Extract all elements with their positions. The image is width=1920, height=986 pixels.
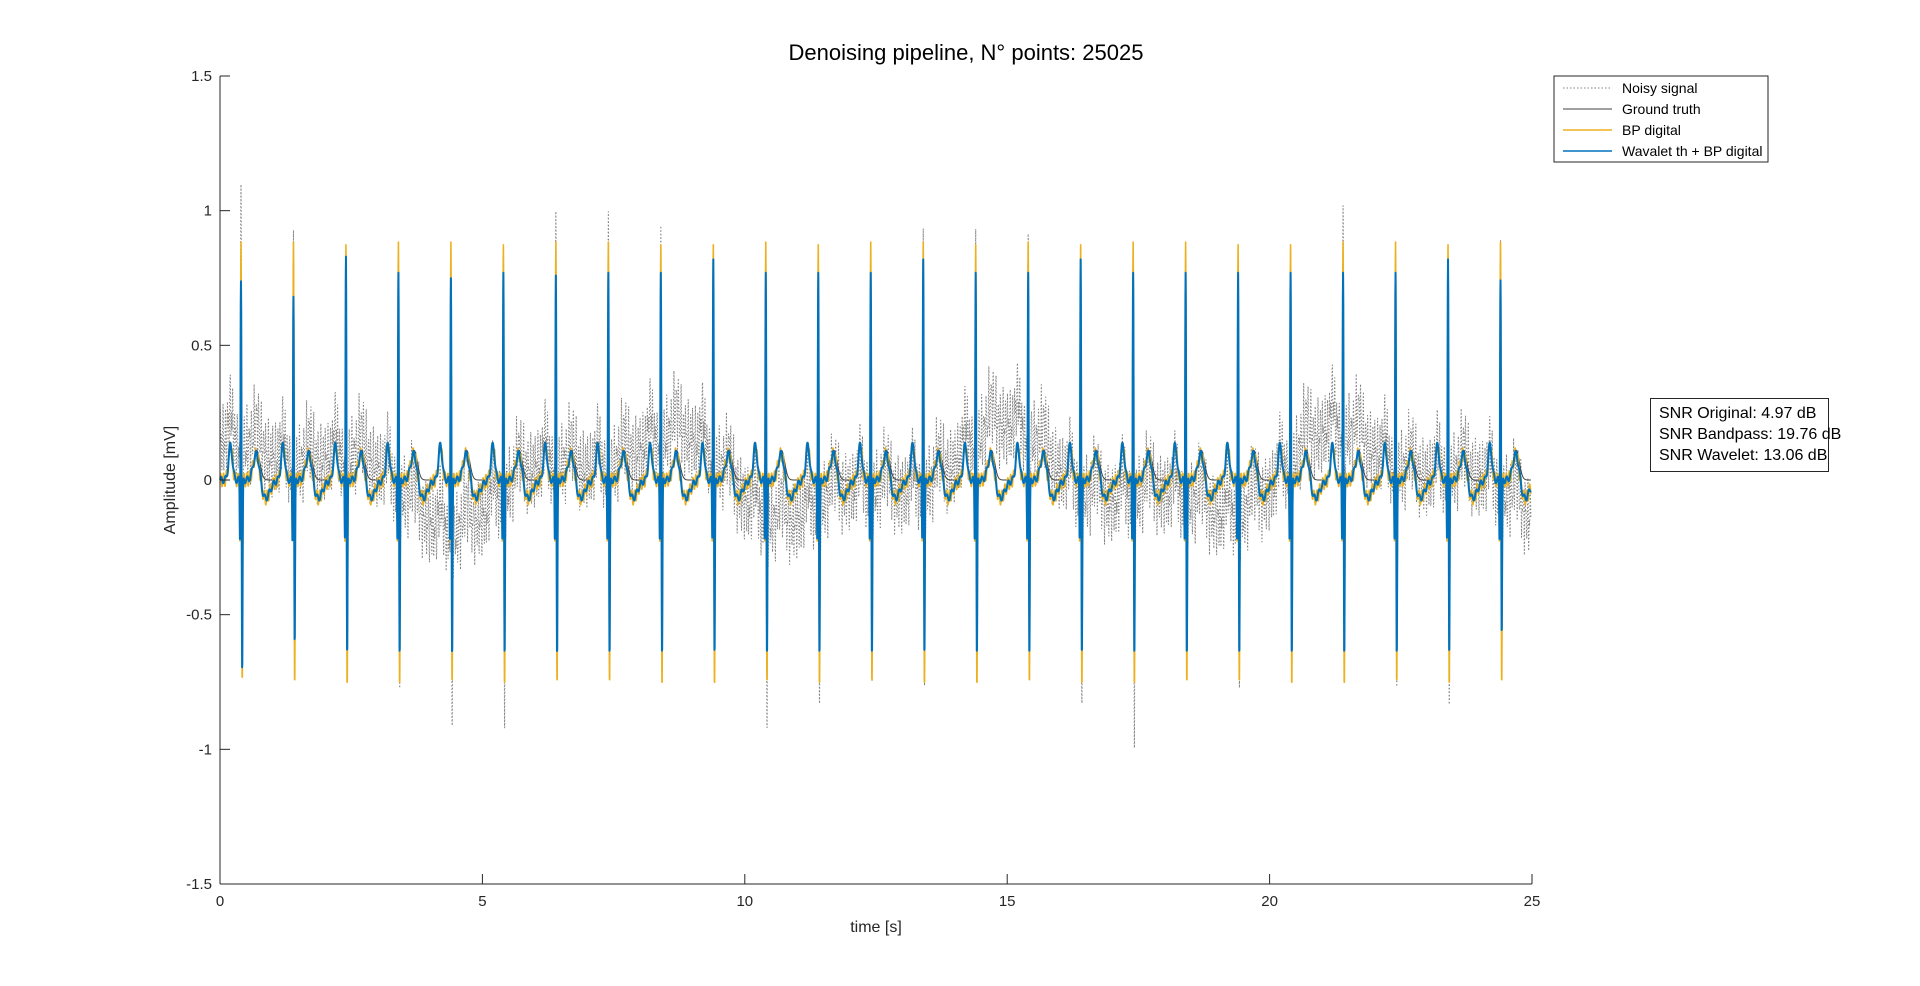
- plot-lines: [219, 183, 1532, 749]
- legend: Noisy signal Ground truth BP digital Wavale…: [1553, 75, 1769, 163]
- legend-label: Ground truth: [1622, 101, 1701, 117]
- y-tick-label: -0.5: [186, 607, 212, 624]
- x-tick-label: 15: [999, 893, 1016, 910]
- y-tick-label: 0: [204, 472, 212, 489]
- y-ticks: -1.5 -1 -0.5 0 0.5 1 1.5: [186, 68, 230, 893]
- y-tick-label: -1: [199, 741, 212, 758]
- x-ticks: 0 5 10 15 20 25: [216, 874, 1541, 910]
- snr-bandpass-text: SNR Bandpass: 19.76 dB: [1659, 426, 1842, 443]
- y-axis-label: Amplitude [mV]: [162, 426, 179, 534]
- series-line-noisy: [219, 183, 1532, 749]
- legend-label: BP digital: [1622, 122, 1681, 138]
- y-tick-label: -1.5: [186, 876, 212, 893]
- x-tick-label: 20: [1261, 893, 1278, 910]
- x-tick-label: 5: [478, 893, 486, 910]
- chart-title: Denoising pipeline, N° points: 25025: [789, 40, 1144, 65]
- series-line-wav: [219, 255, 1532, 669]
- legend-label: Noisy signal: [1622, 80, 1697, 96]
- snr-wavelet-text: SNR Wavelet: 13.06 dB: [1659, 447, 1828, 464]
- y-tick-label: 1: [204, 203, 212, 220]
- x-tick-label: 10: [736, 893, 753, 910]
- x-tick-label: 0: [216, 893, 224, 910]
- snr-original-text: SNR Original: 4.97 dB: [1659, 405, 1817, 422]
- x-tick-label: 25: [1524, 893, 1541, 910]
- y-tick-label: 1.5: [191, 68, 212, 85]
- x-axis-label: time [s]: [850, 919, 902, 936]
- snr-annotation-box: SNR Original: 4.97 dB SNR Bandpass: 19.7…: [1650, 398, 1842, 472]
- y-tick-label: 0.5: [191, 337, 212, 354]
- legend-box: [1553, 75, 1769, 163]
- legend-label: Wavalet th + BP digital: [1622, 143, 1762, 159]
